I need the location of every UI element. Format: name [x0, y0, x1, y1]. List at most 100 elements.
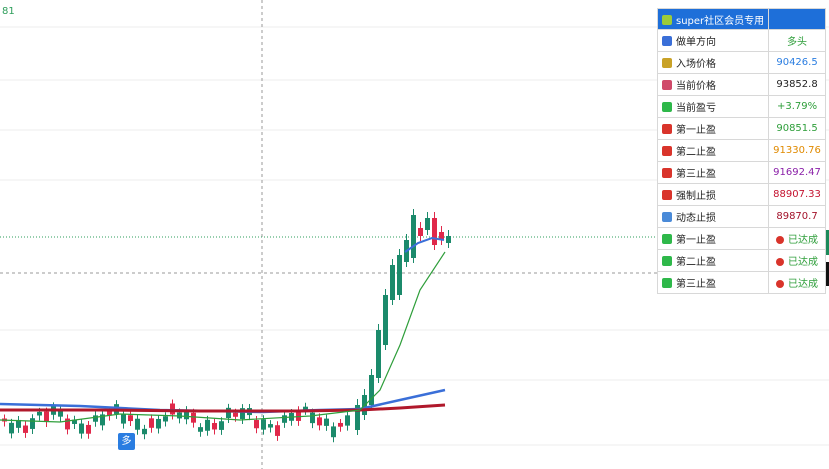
candle — [198, 427, 203, 432]
candle — [261, 419, 266, 430]
value-cell: 90426.5 — [768, 51, 826, 74]
candle — [23, 425, 28, 433]
icon — [662, 146, 672, 156]
table-row: 第二止盈 已达成 — [656, 249, 826, 272]
candle — [418, 228, 423, 236]
candle — [425, 218, 430, 230]
candle — [397, 255, 402, 295]
label-cell: 第二止盈 — [656, 139, 770, 162]
candle — [205, 419, 210, 431]
value: 90426.5 — [776, 57, 818, 68]
table-header: super社区会员专用 — [656, 8, 826, 30]
candle — [376, 330, 381, 378]
value-cell: 已达成 — [768, 249, 826, 272]
icon — [776, 280, 785, 288]
candle — [37, 411, 42, 416]
candle — [163, 416, 168, 422]
label: 当前盈亏 — [676, 103, 716, 114]
label: 第二止盈 — [676, 147, 716, 158]
candle — [331, 426, 336, 438]
value: +3.79% — [776, 101, 818, 112]
header-cell: super社区会员专用 — [656, 8, 770, 30]
label-cell: 第三止盈 — [656, 271, 770, 294]
candle — [383, 295, 388, 345]
candle — [432, 218, 437, 245]
label-cell: 当前盈亏 — [656, 95, 770, 118]
ma-green — [0, 251, 446, 423]
value: 已达成 — [788, 279, 819, 290]
candle — [107, 410, 112, 416]
table-row: 第三止盈 91692.47 — [656, 161, 826, 184]
value: 90851.5 — [776, 123, 818, 134]
table-row: 动态止损 89870.7 — [656, 205, 826, 228]
icon — [662, 58, 672, 68]
value: 89870.7 — [776, 211, 818, 222]
value-cell: 90851.5 — [768, 117, 826, 140]
candle — [345, 415, 350, 426]
table-row: 入场价格 90426.5 — [656, 51, 826, 74]
candle — [135, 418, 140, 430]
candle — [338, 422, 343, 427]
table-row: 第二止盈 91330.76 — [656, 139, 826, 162]
icon — [776, 236, 785, 244]
icon — [662, 14, 672, 25]
candle — [369, 375, 374, 405]
corner-label: 81 — [2, 6, 15, 17]
icon — [662, 80, 672, 90]
grid — [0, 26, 829, 446]
candle — [240, 408, 245, 419]
candle — [212, 422, 217, 430]
candle — [226, 407, 231, 419]
candle — [142, 428, 147, 435]
candle — [30, 418, 35, 429]
label-cell: 入场价格 — [656, 51, 770, 74]
candle — [16, 419, 21, 428]
candle — [275, 425, 280, 436]
candle — [282, 415, 287, 423]
ma-red — [0, 403, 446, 413]
value-cell: 91692.47 — [768, 161, 826, 184]
label: 动态止损 — [676, 213, 716, 224]
candle — [79, 423, 84, 434]
candle — [303, 406, 308, 410]
candle — [9, 422, 14, 434]
candle — [233, 412, 238, 417]
table-row: 第一止盈 已达成 — [656, 227, 826, 250]
candle — [317, 417, 322, 426]
candle — [86, 424, 91, 434]
icon — [662, 102, 672, 112]
candle — [411, 215, 416, 258]
icon — [662, 212, 672, 222]
info-table: super社区会员专用 做单方向 多头 入场价格 90426.5 当前价格 93852.8… — [656, 8, 826, 294]
icon — [662, 190, 672, 200]
candles — [2, 209, 451, 443]
candle — [310, 412, 315, 424]
candle — [439, 232, 444, 240]
label-cell: 第三止盈 — [656, 161, 770, 184]
ma-fast — [404, 236, 445, 253]
price-tag — [823, 230, 829, 255]
label-cell: 动态止损 — [656, 205, 770, 228]
value: 91692.47 — [773, 167, 821, 178]
label: 入场价格 — [676, 59, 716, 70]
table-row: 做单方向 多头 — [656, 29, 826, 52]
table-body: super社区会员专用 做单方向 多头 入场价格 90426.5 当前价格 93852.8… — [656, 8, 826, 294]
candle — [355, 405, 360, 430]
value: 多头 — [787, 37, 808, 48]
icon — [662, 278, 672, 288]
signal-badge[interactable]: 多 — [118, 433, 135, 450]
value-cell: +3.79% — [768, 95, 826, 118]
table-row: 强制止损 88907.33 — [656, 183, 826, 206]
label: 第一止盈 — [676, 235, 716, 246]
icon — [662, 234, 672, 244]
candle — [149, 418, 154, 428]
candle — [156, 418, 161, 429]
crosshair-tag — [823, 262, 829, 286]
candle — [44, 411, 49, 422]
icon — [662, 36, 672, 46]
label-cell: 强制止损 — [656, 183, 770, 206]
candle — [268, 424, 273, 428]
label-cell: 第二止盈 — [656, 249, 770, 272]
value: 93852.8 — [776, 79, 818, 90]
candle — [191, 412, 196, 423]
